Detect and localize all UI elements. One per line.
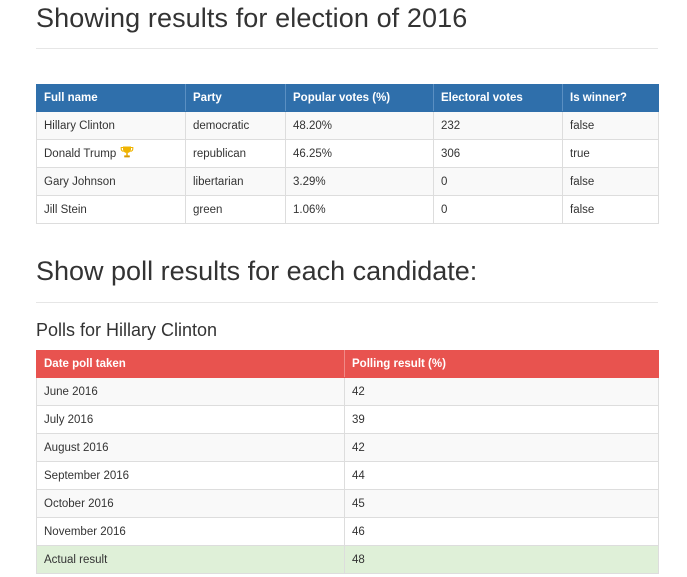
candidate-popular-votes: 3.29% (285, 167, 434, 196)
page-title: Showing results for election of 2016 (36, 3, 468, 33)
header-popular-votes: Popular votes (%) (285, 84, 434, 112)
actual-result-row: Actual result 48 (36, 545, 659, 574)
results-header-row: Full name Party Popular votes (%) Electo… (36, 84, 659, 112)
election-results-table: Full name Party Popular votes (%) Electo… (36, 84, 659, 224)
poll-date: July 2016 (36, 405, 345, 434)
candidate-name: Jill Stein (36, 195, 186, 224)
header-polling-result: Polling result (%) (344, 350, 659, 378)
poll-date: Actual result (36, 545, 345, 574)
candidate-is-winner: false (562, 167, 659, 196)
poll-date: October 2016 (36, 489, 345, 518)
poll-result: 39 (344, 405, 659, 434)
title-divider (36, 48, 658, 49)
table-row: August 2016 42 (36, 433, 659, 462)
section-divider (36, 302, 658, 303)
candidate-name: Gary Johnson (36, 167, 186, 196)
candidate-party: democratic (185, 111, 286, 140)
candidate-electoral-votes: 0 (433, 195, 563, 224)
candidate-party: libertarian (185, 167, 286, 196)
poll-result: 44 (344, 461, 659, 490)
candidate-name: Hillary Clinton (36, 111, 186, 140)
header-full-name: Full name (36, 84, 186, 112)
poll-result: 42 (344, 433, 659, 462)
polls-table-title: Polls for Hillary Clinton (36, 320, 218, 340)
poll-result: 46 (344, 517, 659, 546)
candidate-is-winner: false (562, 195, 659, 224)
candidate-electoral-votes: 0 (433, 167, 563, 196)
table-row: Jill Stein green 1.06% 0 false (36, 195, 659, 224)
table-row: September 2016 44 (36, 461, 659, 490)
poll-date: August 2016 (36, 433, 345, 462)
header-party: Party (185, 84, 286, 112)
table-row: Gary Johnson libertarian 3.29% 0 false (36, 167, 659, 196)
candidate-name-text: Hillary Clinton (44, 119, 115, 132)
table-row: June 2016 42 (36, 377, 659, 406)
candidate-party: green (185, 195, 286, 224)
poll-date: November 2016 (36, 517, 345, 546)
table-row: Donald Trump republican 46.25% 306 true (36, 139, 659, 168)
header-is-winner: Is winner? (562, 84, 659, 112)
trophy-icon (120, 145, 134, 162)
candidate-name-text: Donald Trump (44, 148, 117, 160)
table-row: November 2016 46 (36, 517, 659, 546)
poll-result: 48 (344, 545, 659, 574)
candidate-is-winner: false (562, 111, 659, 140)
candidate-electoral-votes: 306 (433, 139, 563, 168)
poll-date: September 2016 (36, 461, 345, 490)
header-electoral-votes: Electoral votes (433, 84, 563, 112)
candidate-is-winner: true (562, 139, 659, 168)
table-row: July 2016 39 (36, 405, 659, 434)
poll-date: June 2016 (36, 377, 345, 406)
polls-header-row: Date poll taken Polling result (%) (36, 350, 659, 378)
candidate-popular-votes: 1.06% (285, 195, 434, 224)
table-row: Hillary Clinton democratic 48.20% 232 fa… (36, 111, 659, 140)
candidate-name-text: Jill Stein (44, 203, 87, 216)
candidate-popular-votes: 46.25% (285, 139, 434, 168)
poll-result: 42 (344, 377, 659, 406)
candidate-electoral-votes: 232 (433, 111, 563, 140)
poll-result: 45 (344, 489, 659, 518)
table-row: October 2016 45 (36, 489, 659, 518)
candidate-name: Donald Trump (36, 139, 186, 168)
poll-section-title: Show poll results for each candidate: (36, 256, 478, 286)
candidate-popular-votes: 48.20% (285, 111, 434, 140)
candidate-party: republican (185, 139, 286, 168)
candidate-name-text: Gary Johnson (44, 175, 116, 188)
header-date-poll-taken: Date poll taken (36, 350, 345, 378)
polls-table: Date poll taken Polling result (%) June … (36, 350, 659, 574)
